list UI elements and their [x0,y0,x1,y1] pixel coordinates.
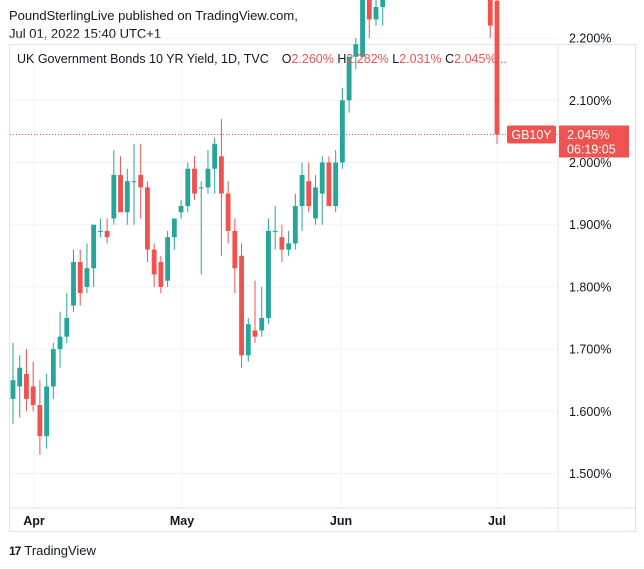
candle-body [192,168,197,194]
footer-brand-text: TradingView [24,543,96,558]
candle-body [77,262,83,294]
legend-high-label: H [337,52,347,66]
ticker-tag-bg [507,125,556,144]
x-tick-label: Jun [330,514,352,528]
candle-body [292,206,298,244]
y-tick-label: 1.600% [569,405,611,419]
candle-body [57,336,63,350]
candle-body [165,237,171,281]
candle-body [319,162,325,194]
candle-body [10,380,16,399]
chart-frame[interactable] [9,44,636,532]
candle-body [145,187,150,250]
candle-body [178,206,184,213]
candle-body [380,0,386,7]
candle-body [17,367,23,387]
candle-body [97,230,103,232]
candle-body [71,262,76,306]
candle-body [346,56,352,101]
candle-body [299,174,305,207]
footer-brand[interactable]: 17 TradingView [9,543,96,558]
candle-body [131,181,137,183]
candle-body [205,168,211,188]
candle-body [171,218,177,238]
candle-body [313,187,318,219]
candle-body [37,405,43,437]
candle-body [118,174,123,213]
y-tick-label: 1.900% [569,218,611,232]
legend-open-value: 2.260% [291,52,334,66]
candle-body [50,349,56,387]
candle-body [198,187,204,189]
x-tick-label: May [170,514,194,528]
y-tick-label: 2.000% [569,156,611,170]
publish-date: Jul 01, 2022 15:40 UTC+1 [9,26,162,41]
legend-close-label: C [445,52,455,66]
ticker-tag: GB10Y [507,125,556,144]
candle-body [30,386,36,406]
candle-body [306,181,312,207]
y-tick-label: 1.700% [569,343,611,357]
y-tick-label: 2.100% [569,94,611,108]
candle-body [252,330,258,337]
candle-body [266,230,271,318]
candle-body [225,193,231,231]
candle-body [333,162,339,207]
candle-body [279,237,285,250]
candle-body [360,0,365,57]
candle-body [44,386,50,437]
ohlc-legend: UK Government Bonds 10 YR Yield, 1D, TVC… [17,52,507,66]
last-price-value: 2.045% [567,128,609,142]
candle-body [138,174,144,188]
candle-body [64,318,70,337]
candle-body [487,0,493,26]
candle-body [111,174,117,219]
candle-body [239,255,244,356]
y-tick-label: 1.500% [569,467,611,481]
legend-close-value: 2.045% [454,52,497,66]
candle-body [494,0,500,135]
candle-body [158,262,164,287]
legend-open-label: O [281,52,292,66]
y-tick-label: 2.200% [569,32,611,46]
candle-body [24,373,29,399]
candle-body [104,230,110,238]
candle-body [373,7,379,20]
candle-body [353,44,359,57]
last-price-label: 2.045%06:19:05 [559,125,629,158]
legend-low-value: 2.031% [399,52,442,66]
legend-high-value: 2.282% [346,52,389,66]
ticker-tag-label: GB10Y [511,128,552,142]
candle-body [232,230,238,269]
candle-body [212,143,218,169]
legend-more[interactable]: ... [496,52,507,66]
publisher-line: PoundSterlingLive published on TradingVi… [9,8,298,23]
legend-symbol: UK Government Bonds 10 YR Yield, 1D, TVC [17,52,269,66]
candle-body [91,224,97,269]
candle-body [185,168,191,207]
candle-body [339,100,345,163]
x-tick-label: Jul [488,514,506,528]
candle-body [286,243,292,250]
candle-body [218,156,224,194]
legend-low-label: L [392,52,400,66]
tradingview-logo-icon: 17 [9,543,21,558]
bar-countdown: 06:19:05 [567,143,616,157]
y-tick-label: 1.800% [569,280,611,294]
last-price-bg [559,125,629,158]
candle-body [151,249,157,275]
candle-body [84,268,90,287]
candle-body [245,324,251,356]
candle-body [272,230,278,232]
x-tick-label: Apr [23,514,45,528]
candle-body [124,181,130,213]
candle-body [259,318,265,331]
candle-body [326,162,332,207]
candle-body [366,0,372,20]
